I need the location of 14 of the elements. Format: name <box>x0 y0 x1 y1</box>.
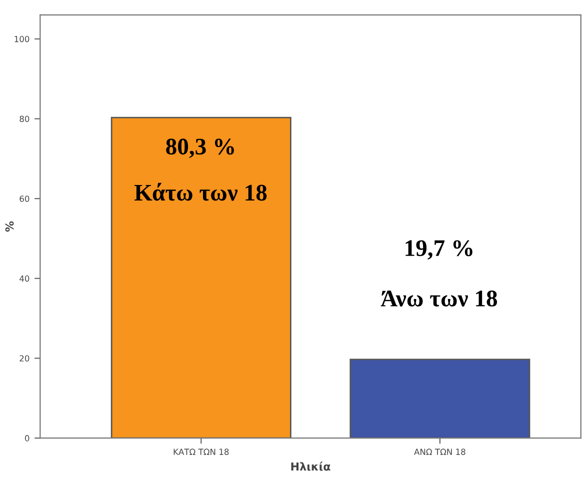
annotation: 19,7 % <box>406 240 472 260</box>
annotation: Κάτω των 18 <box>134 182 267 201</box>
y-tick-label: 0 <box>24 435 30 442</box>
x-tick-label: ΑΝΩ ΤΩΝ 18 <box>414 448 466 455</box>
x-axis-title: Ηλικία <box>291 462 330 471</box>
y-tick-label: 20 <box>20 355 30 362</box>
y-axis-title: % <box>5 221 14 232</box>
annotation: Άνω των 18 <box>380 290 498 306</box>
y-tick-label: 80 <box>20 116 30 122</box>
x-tick-label: ΚΑΤΩ ΤΩΝ 18 <box>174 448 229 455</box>
y-tick-label: 40 <box>20 275 30 282</box>
annotation: 80,3 % <box>166 138 234 158</box>
y-tick-label: 100 <box>14 36 30 42</box>
y-tick-label: 60 <box>20 196 30 202</box>
